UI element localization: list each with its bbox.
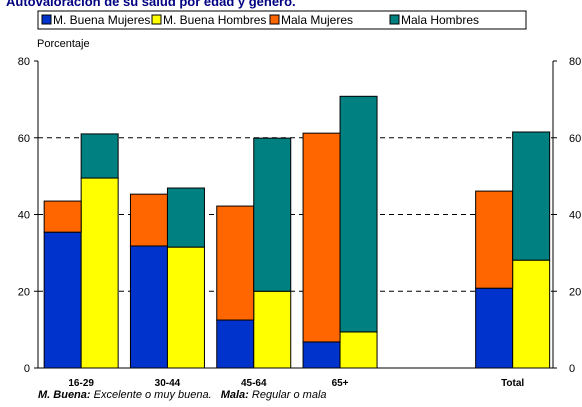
legend-swatch — [389, 14, 400, 25]
bar — [339, 331, 378, 369]
legend-label: M. Buena Mujeres — [53, 13, 150, 27]
legend-label: M. Buena Hombres — [163, 13, 266, 27]
bar — [43, 200, 82, 233]
bar — [475, 190, 514, 289]
y-axis-label: Porcentaje — [37, 38, 90, 50]
bar — [166, 246, 205, 369]
bar — [80, 177, 119, 369]
y-tick-label: 20 — [18, 286, 30, 298]
chart-title: Autovaloración de su salud por edad y gé… — [6, 0, 296, 9]
footnote-term: M. Buena: — [38, 389, 91, 401]
footnote-term: Mala: — [221, 389, 249, 401]
legend-swatch — [41, 14, 52, 25]
y2-tick-label: 0 — [569, 363, 575, 375]
x-tick-label: 45-64 — [241, 378, 267, 389]
footnote-text: Excelente o muy buena. — [94, 389, 212, 401]
bar — [302, 341, 341, 369]
legend-label: Mala Mujeres — [281, 13, 353, 27]
x-tick-label: Total — [501, 378, 524, 389]
bar — [216, 319, 255, 369]
bar — [339, 95, 378, 333]
bar — [80, 133, 119, 179]
bar — [302, 132, 341, 343]
y2-tick-label: 60 — [569, 133, 581, 145]
bar — [253, 137, 292, 292]
x-tick-label: 30-44 — [155, 378, 181, 389]
bar — [43, 231, 82, 369]
bar — [253, 290, 292, 369]
y-tick-label: 60 — [18, 133, 30, 145]
y-tick-label: 80 — [18, 56, 30, 68]
y2-tick-label: 80 — [569, 56, 581, 68]
y-tick-label: 0 — [24, 363, 30, 375]
bar — [475, 287, 514, 369]
x-tick-label: 65+ — [332, 378, 349, 389]
bar — [512, 259, 551, 369]
bar — [512, 131, 551, 261]
legend-swatch — [269, 14, 280, 25]
y2-tick-label: 20 — [569, 286, 581, 298]
bar — [129, 193, 168, 247]
x-tick-label: 16-29 — [68, 378, 94, 389]
bar — [216, 205, 255, 321]
bar — [129, 245, 168, 369]
footnote-text: Regular o mala — [252, 389, 327, 401]
y-tick-label: 40 — [18, 210, 30, 222]
legend-label: Mala Hombres — [401, 13, 479, 27]
y2-tick-label: 40 — [569, 210, 581, 222]
bar — [166, 187, 205, 248]
footnote: M. Buena: Excelente o muy buena. Mala: R… — [38, 389, 327, 401]
legend-swatch — [151, 14, 162, 25]
